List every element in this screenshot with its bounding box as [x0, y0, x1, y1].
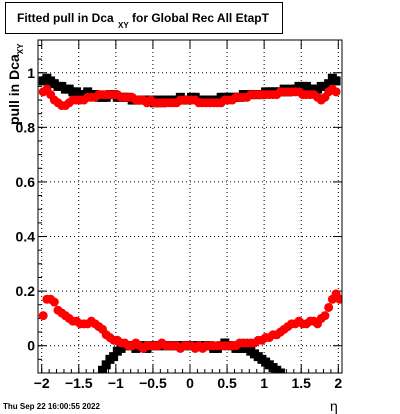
data-point-circle [38, 311, 48, 321]
y-axis-label-subscript: XY [16, 43, 25, 55]
tick-labels: −2 −1.5 −1 −0.5 0 0.5 1 1.5 2 0 0.2 0.4 0.6 0.8 1 [16, 65, 343, 391]
data-point-square [101, 360, 111, 370]
y-axis-label-wrap: pull in DcaXY [6, 44, 25, 126]
x-tick-label: −1 [108, 375, 124, 391]
plot-frame [37, 39, 343, 374]
data-point-square [331, 76, 341, 86]
data-point-circle [335, 294, 342, 304]
y-tick-label: 0.2 [16, 283, 36, 299]
data-point-square [275, 368, 285, 373]
data-point-square [98, 365, 108, 373]
x-axis-label: η [330, 398, 338, 414]
timestamp: Thu Sep 22 16:00:55 2022 [3, 402, 100, 411]
y-axis-label-main: pull in Dca [6, 54, 22, 125]
data-point-circle [324, 302, 334, 312]
chart-title: Fitted pull in Dca [17, 11, 114, 25]
y-tick-label: 0.8 [16, 119, 36, 135]
chart-title-subscript: XY [118, 21, 129, 30]
data-point-circle [320, 311, 330, 321]
data-series [38, 73, 342, 373]
y-tick-label: 0 [27, 338, 35, 354]
y-axis-label: pull in DcaXY [6, 43, 25, 125]
axis-ticks [38, 40, 342, 374]
data-point-circle [331, 87, 341, 97]
y-tick-label: 0.6 [16, 174, 36, 190]
x-tick-label: 0 [186, 375, 194, 391]
x-tick-label: 0.5 [217, 375, 237, 391]
y-tick-label: 0.4 [16, 229, 36, 245]
data-point-square [324, 79, 334, 89]
y-tick-label: 1 [27, 65, 35, 81]
data-point-circle [49, 297, 59, 307]
x-tick-label: 2 [334, 375, 342, 391]
x-tick-label: −0.5 [139, 375, 167, 391]
x-tick-label: −2 [34, 375, 50, 391]
chart-title-suffix: for Global Rec All EtapT [132, 11, 269, 25]
data-point-square [109, 352, 119, 362]
series-1 [38, 84, 342, 353]
x-tick-label: −1.5 [65, 375, 93, 391]
x-tick-label: 1.5 [291, 375, 311, 391]
chart-title-box: Fitted pull in Dca XY for Global Rec All… [5, 2, 283, 34]
x-tick-label: 1 [260, 375, 268, 391]
